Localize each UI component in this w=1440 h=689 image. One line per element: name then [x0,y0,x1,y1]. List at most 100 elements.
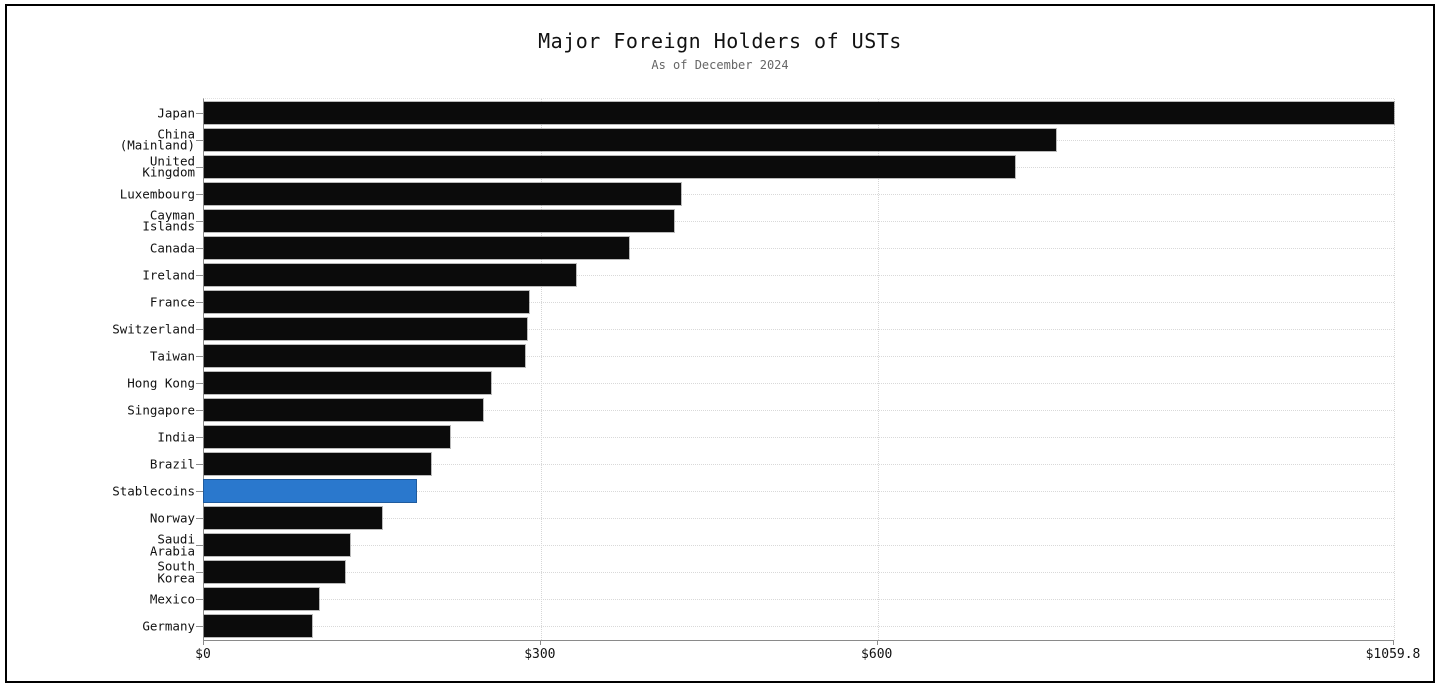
bar-ireland [204,263,577,286]
bar-saudi-arabia [204,534,350,557]
y-axis-label-ireland: Ireland [142,267,195,283]
y-axis-label-norway: Norway [149,510,195,526]
bar-china-mainland [204,128,1057,151]
horizontal-gridline [204,572,1394,574]
x-axis-tick [1393,640,1394,645]
bar-mexico [204,588,319,611]
vertical-gridline-300 [540,99,542,640]
bar-south-korea [204,561,345,584]
bar-row-stablecoins: Stablecoins [112,478,1394,505]
x-axis-tick-label: $0 [195,647,211,662]
y-axis-label-luxembourg: Luxembourg [119,185,195,201]
y-axis-label-cayman-islands: Cayman Islands [142,207,195,234]
bar-row-united-kingdom: United Kingdom [142,153,1394,180]
y-axis-label-canada: Canada [149,240,195,255]
bar-cayman-islands [204,209,675,232]
y-axis-label-china-mainland: China (Mainland) [119,126,195,153]
y-axis-tick [196,572,204,574]
bar-row-luxembourg: Luxembourg [120,180,1394,207]
bar-canada [204,236,630,259]
y-axis-label-taiwan: Taiwan [149,348,195,364]
y-axis-label-brazil: Brazil [149,456,195,472]
bar-row-canada: Canada [150,234,1394,261]
y-axis-tick [196,274,204,276]
y-axis-tick [196,518,204,520]
horizontal-gridline [204,599,1394,601]
bar-france [204,290,529,313]
y-axis-label-saudi-arabia: Saudi Arabia [149,531,195,559]
bar-row-mexico: Mexico [150,586,1394,613]
bar-row-south-korea: South Korea [157,559,1394,586]
y-axis-tick [196,491,204,493]
y-axis-label-germany: Germany [142,618,195,634]
chart-title: Major Foreign Holders of USTs [538,29,902,53]
bar-india [204,426,450,449]
bar-japan [204,101,1394,124]
figure-border-frame: Major Foreign Holders of USTs As of Dece… [5,4,1435,683]
x-axis-tick [876,640,878,645]
y-axis-label-singapore: Singapore [127,402,195,418]
y-axis-tick [196,301,204,303]
x-axis-tick-label: $600 [861,647,893,662]
y-axis-tick [196,464,204,466]
y-axis-tick [196,166,204,168]
bar-row-cayman-islands: Cayman Islands [142,207,1394,234]
horizontal-gridline [204,437,1394,439]
x-axis-tick [203,640,204,645]
bar-row-india: India [157,424,1394,451]
bar-luxembourg [204,182,681,205]
y-axis-tick [196,410,204,412]
bar-singapore [204,399,483,422]
horizontal-gridline [204,464,1394,466]
y-axis-tick [196,112,204,114]
x-axis-tick-label: $300 [524,647,556,662]
bar-stablecoins [204,480,416,503]
bar-row-hong-kong: Hong Kong [127,369,1394,396]
horizontal-gridline [204,355,1394,357]
horizontal-gridline [204,545,1394,547]
x-axis: $0 $300 $600 $1059.8 [195,639,1420,673]
bar-row-china-mainland: China (Mainland) [120,126,1394,153]
chart-subtitle: As of December 2024 [651,58,789,72]
y-axis-label-south-korea: South Korea [157,558,195,586]
y-axis-tick [196,545,204,547]
y-axis-tick [196,599,204,601]
y-axis-tick [196,382,204,384]
y-axis-label-stablecoins: Stablecoins [112,483,195,499]
y-axis-tick [196,328,204,330]
bar-germany [204,615,312,638]
horizontal-gridline [204,220,1394,222]
y-axis-tick [196,220,204,222]
vertical-gridline-1059.8 [1394,99,1395,640]
bar-brazil [204,453,431,476]
x-axis-tick-label: $1059.8 [1365,647,1421,662]
y-axis-label-mexico: Mexico [149,591,195,607]
y-axis-label-switzerland: Switzerland [112,321,195,337]
bar-row-france: France [150,288,1394,315]
horizontal-gridline [204,328,1394,330]
horizontal-gridline [204,193,1394,195]
bar-row-japan: Japan [157,99,1394,126]
y-axis-label-united-kingdom: United Kingdom [142,153,195,180]
y-axis-label-japan: Japan [157,104,195,120]
y-axis-tick [196,437,204,439]
bar-row-switzerland: Switzerland [112,315,1394,342]
bar-norway [204,507,382,530]
bar-switzerland [204,317,528,340]
bar-row-brazil: Brazil [150,451,1394,478]
horizontal-gridline [204,491,1394,493]
y-axis-tick [196,355,204,357]
y-axis-tick [196,139,204,141]
y-axis-label-india: India [157,429,195,445]
vertical-gridline-600 [877,99,879,640]
horizontal-gridline [204,410,1394,412]
horizontal-gridline [204,247,1394,249]
horizontal-gridline [204,626,1394,628]
bar-row-ireland: Ireland [142,261,1394,288]
bar-united-kingdom [204,155,1016,178]
y-axis-tick [196,193,204,195]
horizontal-gridline [204,382,1394,384]
bar-taiwan [204,344,525,367]
bar-row-saudi-arabia: Saudi Arabia [150,532,1394,559]
